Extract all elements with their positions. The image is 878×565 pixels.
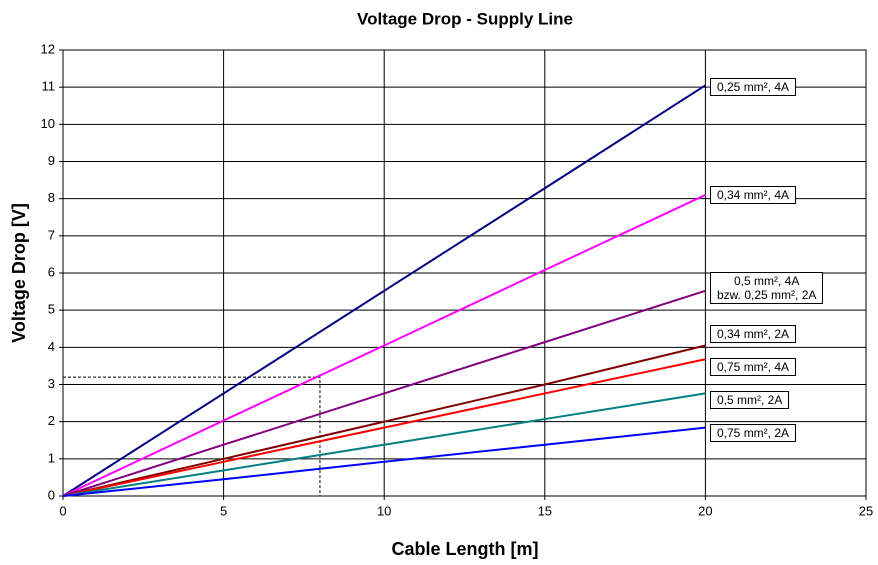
y-axis-label: Voltage Drop [V] [9, 203, 29, 343]
series-label: 0,34 mm², 2A [710, 325, 797, 343]
x-tick-label: 10 [377, 503, 391, 518]
y-tick-label: 10 [41, 116, 55, 131]
x-tick-label: 25 [859, 503, 873, 518]
y-tick-label: 3 [48, 376, 55, 391]
series-label: 0,5 mm², 2A [710, 391, 790, 409]
x-tick-label: 15 [538, 503, 552, 518]
series-label: 0,34 mm², 4A [710, 186, 797, 204]
series-line [62, 392, 706, 497]
y-tick-label: 8 [48, 190, 55, 205]
y-tick-label: 4 [48, 339, 55, 354]
series-label: 0,5 mm², 4A bzw. 0,25 mm², 2A [710, 272, 824, 304]
series-line [62, 358, 706, 497]
series-label: 0,75 mm², 2A [710, 424, 797, 442]
y-tick-label: 7 [48, 227, 55, 242]
series-line [62, 344, 706, 497]
y-tick-label: 11 [42, 79, 56, 94]
y-tick-label: 1 [48, 450, 55, 465]
annotation-guide [63, 376, 321, 496]
y-tick-label: 2 [48, 413, 55, 428]
series-line [62, 289, 706, 497]
series-line [62, 84, 706, 497]
y-tick-label: 9 [48, 153, 55, 168]
y-tick-label: 5 [48, 302, 55, 317]
x-tick-label: 5 [220, 503, 227, 518]
x-tick-label: 20 [698, 503, 712, 518]
chart-title: Voltage Drop - Supply Line [357, 9, 573, 28]
series-label: 0,75 mm², 4A [710, 358, 797, 376]
series-label: 0,25 mm², 4A [710, 78, 797, 96]
x-tick-label: 0 [59, 503, 66, 518]
x-axis-label: Cable Length [m] [392, 539, 539, 559]
y-tick-label: 0 [48, 487, 55, 502]
y-tick-label: 6 [48, 264, 55, 279]
series-line [62, 426, 706, 497]
y-tick-label: 12 [41, 41, 55, 56]
series-line [62, 194, 706, 497]
